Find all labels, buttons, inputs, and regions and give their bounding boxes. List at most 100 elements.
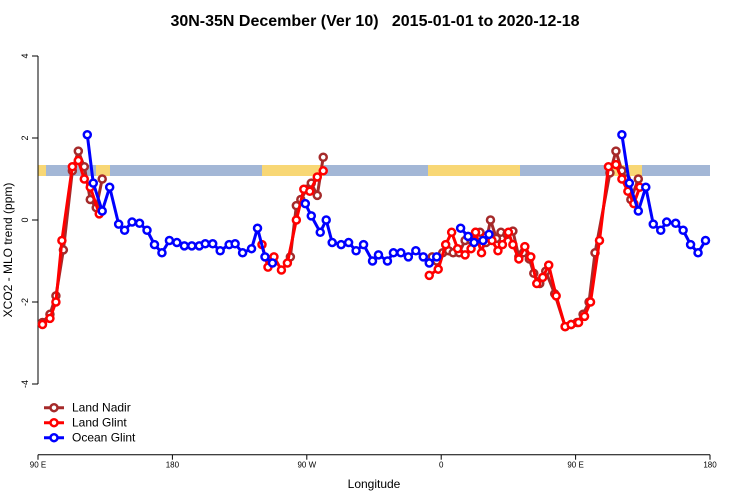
- data-point: [678, 225, 688, 235]
- data-point: [526, 252, 536, 262]
- data-point: [306, 211, 317, 221]
- data-point: [343, 237, 354, 248]
- data-point: [424, 258, 435, 268]
- legend-label: Land Glint: [72, 416, 127, 430]
- legend-label: Land Nadir: [72, 401, 131, 415]
- data-point: [497, 239, 508, 250]
- land-strip: [96, 165, 110, 176]
- data-point: [113, 219, 124, 229]
- data-point: [503, 227, 514, 238]
- data-point: [440, 239, 451, 250]
- data-point: [82, 129, 93, 140]
- x-tick-label: 180: [166, 461, 180, 470]
- data-point: [215, 246, 225, 256]
- data-point: [431, 252, 442, 262]
- data-point: [312, 190, 323, 201]
- data-point: [617, 129, 627, 140]
- x-axis-label: Longitude: [348, 477, 401, 491]
- x-tick-label: 0: [439, 461, 444, 470]
- data-point: [291, 215, 302, 225]
- data-point: [551, 291, 561, 301]
- x-tick-label: 90 E: [30, 461, 46, 470]
- data-point: [611, 159, 621, 170]
- data-point: [685, 239, 696, 250]
- data-point: [149, 239, 160, 250]
- data-point: [594, 235, 605, 246]
- data-point: [633, 174, 644, 184]
- data-point: [433, 264, 443, 274]
- data-point: [579, 311, 590, 322]
- data-point: [157, 248, 167, 258]
- y-tick-label: -4: [20, 380, 30, 388]
- data-point: [276, 265, 287, 275]
- data-point: [57, 235, 67, 246]
- data-point: [537, 272, 548, 283]
- data-point: [127, 217, 137, 227]
- data-point: [493, 246, 503, 256]
- data-point: [318, 166, 328, 176]
- data-point: [37, 319, 48, 330]
- data-point: [573, 317, 584, 328]
- y-tick-label: 2: [20, 135, 30, 140]
- data-point: [485, 215, 496, 225]
- y-axis-label: XCO2 - MLO trend (ppm): [1, 183, 15, 318]
- y-tick-label: 4: [20, 53, 30, 58]
- data-point: [655, 225, 666, 235]
- data-point: [88, 178, 99, 188]
- ocean-strip: [38, 165, 710, 176]
- data-point: [45, 313, 55, 324]
- data-point: [514, 254, 524, 264]
- data-point: [73, 155, 84, 166]
- data-point: [411, 246, 421, 256]
- data-point: [172, 237, 182, 248]
- data-point: [187, 241, 197, 251]
- data-point: [520, 241, 530, 252]
- data-point: [478, 235, 488, 246]
- data-point: [327, 237, 337, 248]
- data-point: [73, 146, 84, 156]
- data-point: [51, 297, 61, 307]
- data-point: [446, 227, 457, 238]
- data-point: [142, 225, 152, 235]
- data-point: [661, 217, 672, 227]
- data-point: [388, 248, 399, 258]
- data-point: [200, 239, 211, 249]
- data-point: [312, 172, 323, 182]
- y-tick-label: -2: [20, 298, 30, 306]
- data-point: [282, 258, 293, 268]
- data-point: [104, 182, 115, 192]
- legend-marker: [49, 402, 59, 413]
- data-point: [267, 258, 278, 268]
- data-point: [484, 229, 494, 240]
- data-point: [358, 239, 369, 250]
- data-point: [624, 178, 635, 188]
- data-point: [700, 235, 711, 246]
- data-point: [300, 198, 311, 209]
- data-point: [603, 161, 614, 172]
- data-point: [230, 239, 240, 249]
- data-point: [543, 260, 554, 270]
- series-line: [41, 149, 640, 329]
- data-point: [207, 239, 218, 249]
- data-point: [452, 243, 463, 254]
- x-tick-label: 90 E: [567, 461, 583, 470]
- data-point: [641, 182, 651, 192]
- data-point: [97, 174, 107, 184]
- data-point: [648, 219, 659, 229]
- data-point: [611, 146, 621, 156]
- legend-label: Ocean Glint: [72, 431, 136, 445]
- data-point: [134, 218, 145, 229]
- data-point: [305, 186, 315, 197]
- data-point: [321, 215, 331, 225]
- data-point: [79, 174, 90, 184]
- data-point: [336, 239, 346, 250]
- data-point: [470, 227, 481, 238]
- land-strip: [38, 165, 46, 176]
- y-tick-label: 0: [20, 217, 30, 222]
- data-point: [260, 252, 270, 262]
- data-point: [119, 225, 130, 235]
- data-point: [373, 250, 384, 260]
- data-point: [396, 248, 406, 258]
